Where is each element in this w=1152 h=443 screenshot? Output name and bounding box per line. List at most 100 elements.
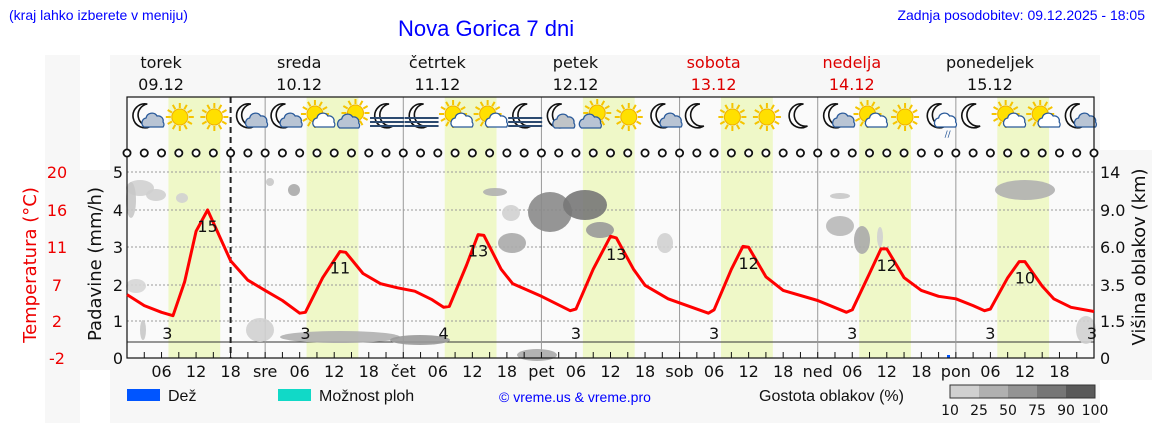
day-abbr-label: sob — [665, 362, 693, 381]
temp-min-label: 3 — [985, 324, 995, 343]
temperature-line — [126, 208, 1095, 318]
credit-link[interactable]: © vreme.us & vreme.pro — [499, 389, 651, 405]
wind-marker — [1003, 148, 1013, 158]
wind-marker — [364, 148, 374, 158]
precip-tick: 5 — [113, 163, 123, 182]
hour-tick-label: 12 — [1015, 362, 1035, 381]
temp-min-label: 3 — [162, 324, 172, 343]
cloud-patch — [288, 184, 300, 196]
cloud-scale-swatch — [1037, 385, 1066, 398]
day-date-3: 12.12 — [553, 75, 599, 94]
wind-marker — [329, 148, 339, 158]
day-name-1: sreda — [277, 53, 321, 72]
day-name-0: torek — [140, 53, 182, 72]
temp-min-label: 3 — [709, 324, 719, 343]
wind-marker — [761, 148, 771, 158]
wind-marker — [450, 148, 460, 158]
wind-marker — [519, 148, 529, 158]
wind-marker — [1089, 148, 1099, 158]
cloud-patch — [1076, 316, 1096, 344]
moon-cloud-icon — [1064, 102, 1098, 129]
day-name-5: nedelja — [822, 53, 881, 72]
day-date-2: 11.12 — [414, 75, 460, 94]
daylight-band — [444, 97, 497, 358]
wind-marker — [139, 148, 149, 158]
cloud-scale-swatch — [1008, 385, 1037, 398]
day-abbr-label: pon — [941, 362, 971, 381]
cloud-patch — [563, 190, 607, 220]
cloud-patch — [176, 193, 188, 203]
temperature-tick: 11 — [47, 238, 67, 257]
wind-marker — [1072, 148, 1082, 158]
daylight-band — [997, 97, 1050, 358]
wind-marker — [588, 148, 598, 158]
cloud-patch — [502, 205, 520, 221]
location-hint: (kraj lahko izberete v meniju) — [9, 7, 188, 23]
day-abbr-label: ned — [803, 362, 833, 381]
temp-min-label: 3 — [300, 324, 310, 343]
wind-marker — [1037, 148, 1047, 158]
cloud-scale-tick: 90 — [1057, 403, 1075, 419]
cloud-scale-tick: 100 — [1082, 403, 1109, 419]
cloud-density-label: Gostota oblakov (%) — [759, 388, 904, 405]
cloud-patch — [146, 189, 166, 201]
day-date-4: 13.12 — [691, 75, 737, 94]
day-name-6: ponedeljek — [946, 53, 1035, 72]
cloud-patch — [657, 233, 673, 253]
temp-max-label: 13 — [606, 245, 626, 264]
hour-tick-label: 12 — [600, 362, 620, 381]
temperature-tick: 2 — [52, 312, 62, 331]
wind-marker — [277, 148, 287, 158]
wind-marker — [208, 148, 218, 158]
moon-fog-icon — [508, 102, 543, 129]
temp-max-label: 12 — [738, 254, 758, 273]
wind-marker — [260, 148, 270, 158]
day-date-1: 10.12 — [276, 75, 322, 94]
hour-tick-label: 12 — [877, 362, 897, 381]
cloud-scale-tick: 10 — [941, 403, 959, 419]
wind-marker — [916, 148, 926, 158]
moon-fog-icon — [370, 102, 405, 129]
cloud-patch — [854, 226, 870, 254]
cloud-patch — [995, 180, 1055, 200]
hour-tick-label: 18 — [911, 362, 931, 381]
wind-marker — [157, 148, 167, 158]
cloud-patch — [126, 182, 136, 218]
hour-tick-label: 18 — [1049, 362, 1069, 381]
hour-tick-label: 12 — [324, 362, 344, 381]
wind-marker — [381, 148, 391, 158]
hour-tick-label: 12 — [186, 362, 206, 381]
hour-tick-label: 06 — [566, 362, 586, 381]
cloud-patch — [280, 331, 400, 343]
wind-marker — [243, 148, 253, 158]
temp-min-label: 3 — [571, 324, 581, 343]
wind-marker — [985, 148, 995, 158]
cloud-patch — [517, 349, 557, 361]
wind-marker — [606, 148, 616, 158]
temperature-tick: 16 — [47, 201, 67, 220]
temp-min-label: 3 — [847, 324, 857, 343]
wind-marker — [226, 148, 236, 158]
cloud-patch — [826, 216, 854, 236]
cloud-patch — [498, 233, 526, 253]
sun-cloud-dark-icon — [578, 99, 612, 129]
rain-legend-label: Dež — [168, 388, 196, 405]
wind-marker — [795, 148, 805, 158]
wind-marker — [416, 148, 426, 158]
cloud-scale-swatch — [1066, 385, 1095, 398]
hour-tick-label: 18 — [773, 362, 793, 381]
day-name-2: četrtek — [409, 53, 467, 72]
wind-marker — [847, 148, 857, 158]
cloud-height-tick: 1.5 — [1100, 312, 1125, 331]
cloud-patch — [390, 335, 450, 345]
wind-marker — [744, 148, 754, 158]
cloud-patch — [246, 318, 274, 342]
cloud-patch — [586, 222, 614, 238]
wind-marker — [1054, 148, 1064, 158]
sun-icon — [165, 103, 194, 131]
wind-marker — [571, 148, 581, 158]
wind-marker — [951, 148, 961, 158]
temp-max-label: 10 — [1015, 269, 1035, 288]
cloud-scale-swatch — [950, 385, 979, 398]
